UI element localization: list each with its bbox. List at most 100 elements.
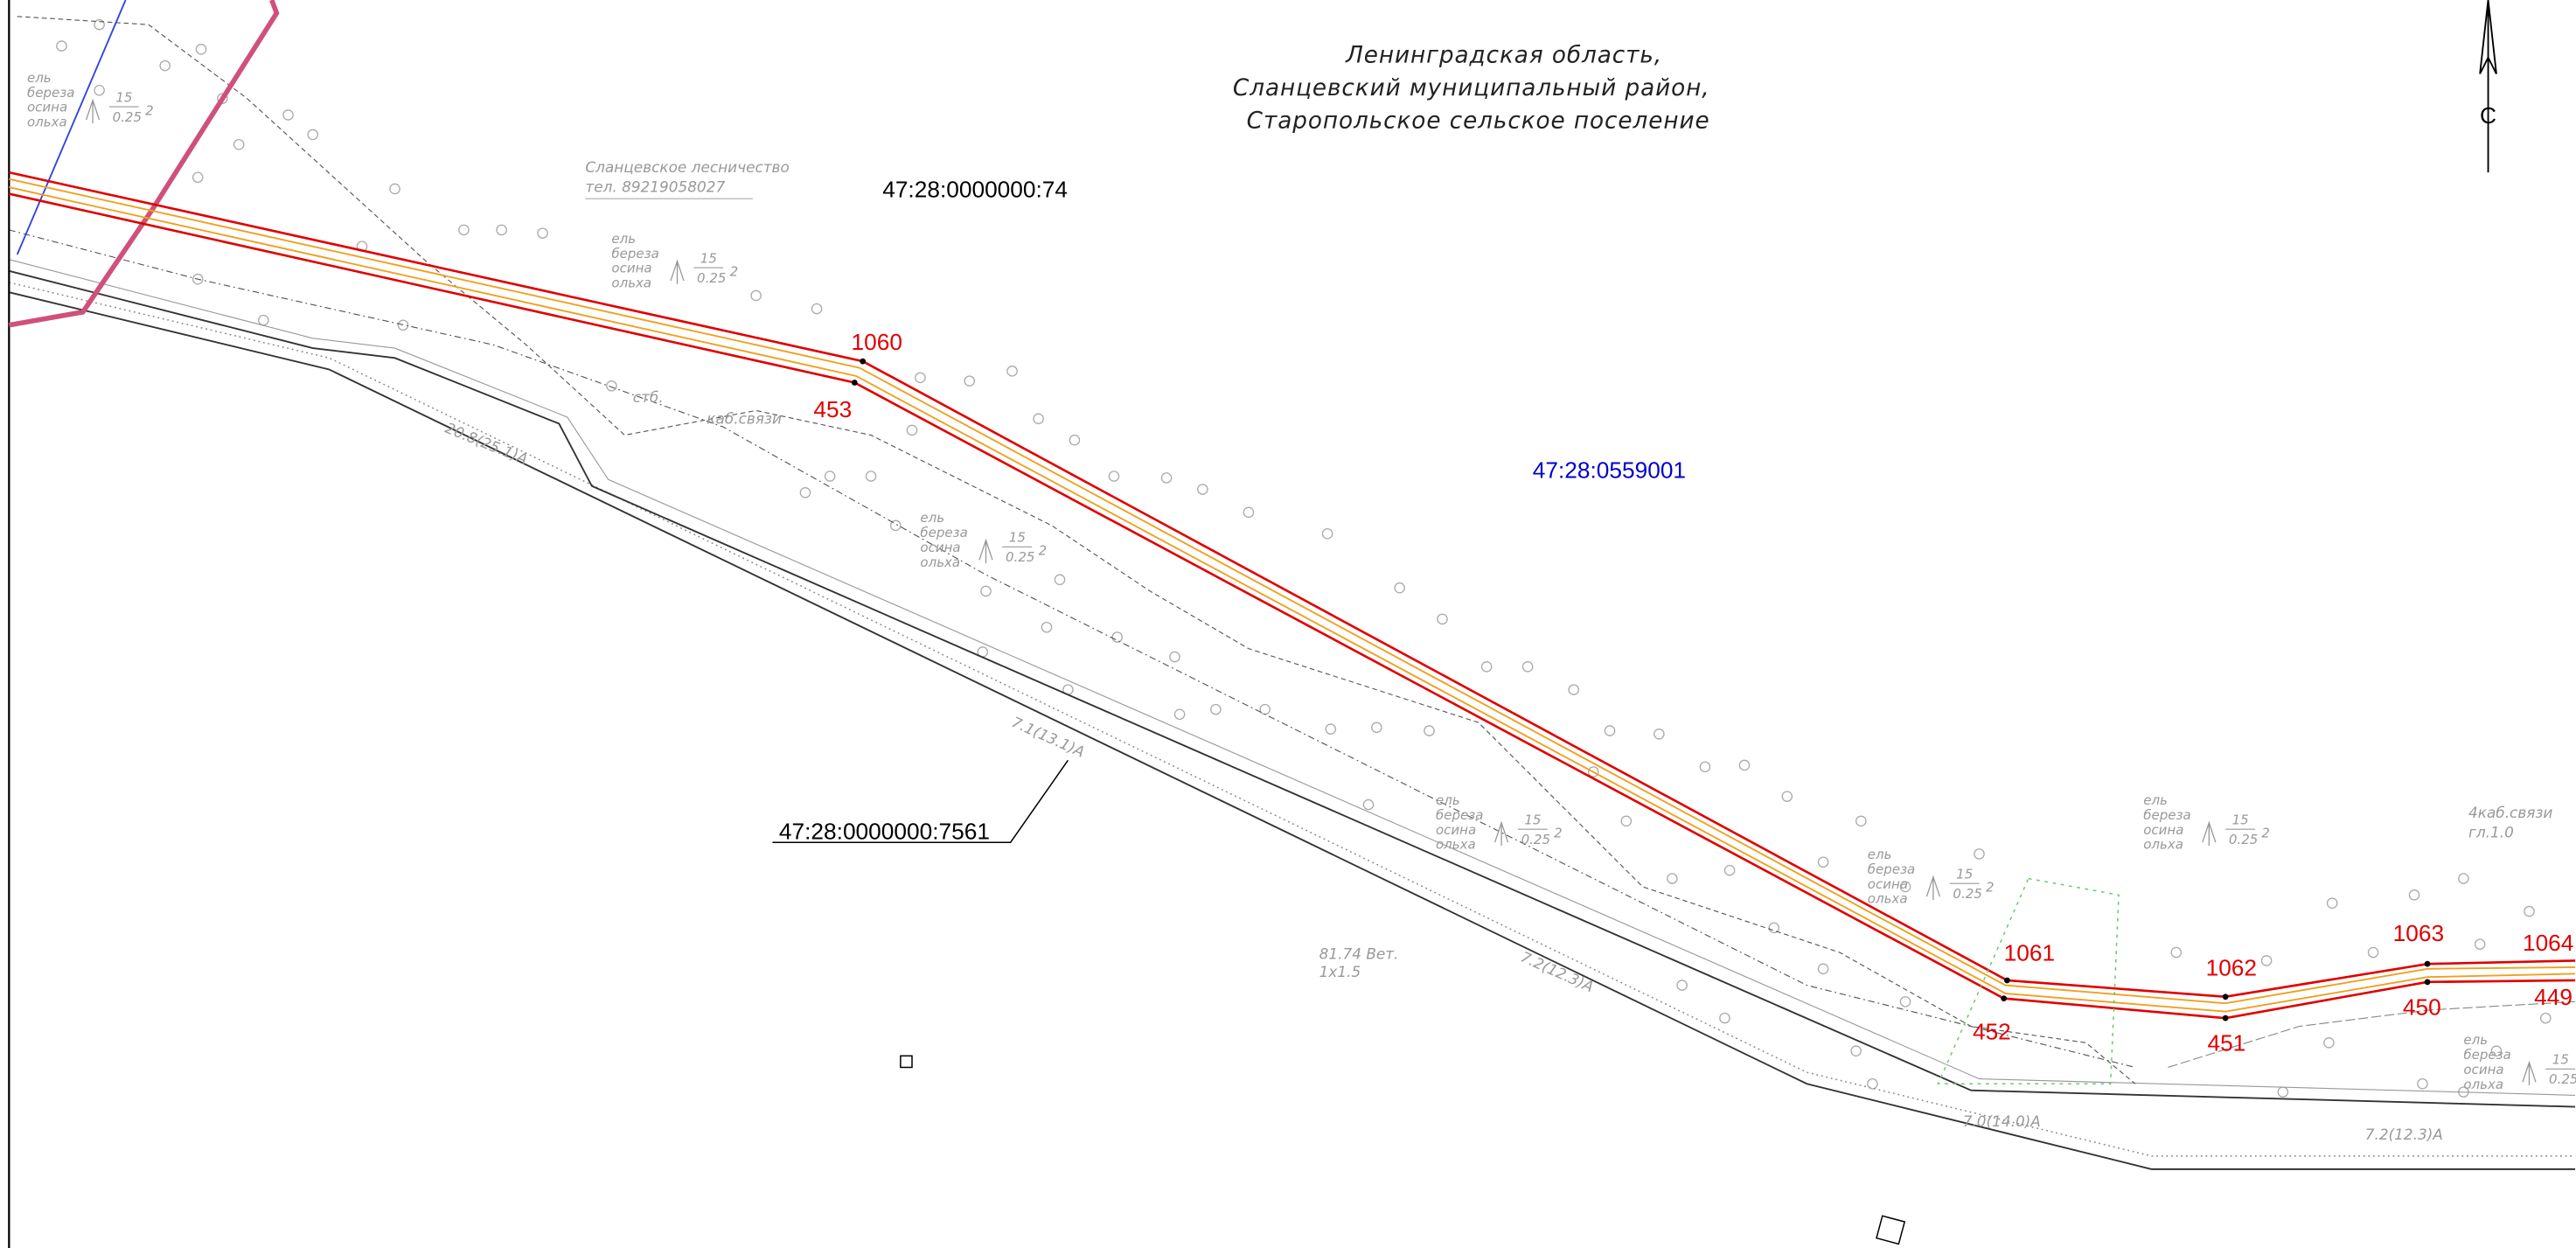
tree-symbol	[2458, 873, 2469, 884]
tree-symbol	[1738, 759, 1751, 771]
tree-symbol	[389, 183, 400, 195]
road-lines	[9, 16, 2576, 1170]
diameter-label: 0.25	[113, 109, 142, 125]
boundary-blue	[16, 0, 127, 255]
tree-symbol	[1974, 848, 1985, 860]
corridor-edge	[9, 171, 2576, 999]
tree-icon	[85, 98, 101, 123]
tree-symbol	[191, 273, 204, 285]
species-label: береза	[2143, 807, 2190, 823]
spacing-label: 2	[145, 102, 154, 118]
spacing-label: 2	[1986, 880, 1995, 896]
tree-symbol	[2170, 946, 2183, 959]
tree-symbol	[2323, 1037, 2335, 1049]
leader-line	[772, 759, 1069, 843]
tree-symbol	[1210, 703, 1222, 715]
vertex	[2001, 995, 2008, 1001]
tree-symbol	[282, 109, 294, 121]
tree-symbol	[2408, 889, 2420, 901]
species-label: береза	[611, 246, 658, 261]
corridor	[9, 171, 2576, 1020]
corridor-axis	[9, 186, 2576, 1013]
annotation: Сланцевское лесничество	[585, 158, 789, 176]
tree-symbol	[1480, 661, 1493, 673]
species-label: ольха	[611, 275, 651, 291]
point-label: 450	[2403, 994, 2441, 1020]
species-label: осина	[920, 540, 960, 555]
tree-symbol	[824, 471, 836, 482]
tree-symbol	[799, 486, 811, 499]
north-arrow-head	[2479, 0, 2497, 74]
tree-symbol	[2367, 946, 2379, 959]
tree-symbol	[1723, 864, 1736, 876]
tree-symbol	[2524, 905, 2535, 917]
diameter-label: 0.25	[1006, 549, 1034, 565]
species-label: осина	[1868, 876, 1908, 892]
tree-symbol	[865, 471, 877, 482]
forest-boundary	[17, 16, 2136, 1084]
height-label: 15	[1956, 867, 1973, 882]
tree-symbol	[811, 303, 823, 315]
road-edge	[9, 291, 2576, 1170]
annotation: 7.2(12.3)А	[2365, 1126, 2443, 1143]
height-label: 15	[700, 250, 717, 266]
species-label: ель	[611, 231, 636, 247]
species-label: береза	[2463, 1047, 2510, 1063]
annotation: 1х1.5	[1319, 963, 1361, 980]
tree-symbol	[1867, 1077, 1878, 1090]
tree-symbol	[1699, 761, 1711, 773]
point-label: 451	[2207, 1030, 2245, 1056]
cable-line	[9, 229, 2135, 1069]
annotation: 7.0(14.0)А	[1963, 1112, 2041, 1130]
spacing-label: 2	[1039, 543, 1048, 559]
tree-symbol	[2326, 897, 2338, 909]
diameter-label: 0.25	[2549, 1071, 2576, 1087]
tree-symbol	[915, 372, 926, 384]
tree-symbol	[1111, 631, 1124, 643]
species-label: ольха	[2463, 1077, 2503, 1092]
quarter-number: 47:28:0559001	[1533, 457, 1686, 483]
road-edge	[9, 259, 2576, 1096]
species-label: ольха	[1436, 837, 1476, 853]
tree-symbol	[889, 519, 902, 532]
tree-symbol	[458, 224, 470, 236]
species-label: ольха	[1868, 891, 1908, 907]
header-line: Старопольское сельское поселение	[1247, 108, 1710, 134]
tree-symbol	[1006, 366, 1018, 377]
tree-symbol	[1197, 484, 1208, 495]
species-label: ольха	[27, 115, 67, 130]
hatched-area	[1937, 877, 2120, 1084]
tree-symbol	[397, 319, 409, 331]
tree-symbol	[1041, 621, 1053, 633]
tree-symbol	[195, 44, 207, 55]
tree-symbol	[1899, 881, 1911, 893]
header-line: Сланцевский муниципальный район,	[1233, 75, 1710, 101]
height-label: 15	[2552, 1052, 2569, 1068]
species-label: ель	[1436, 792, 1460, 808]
vertex	[860, 358, 867, 365]
tree-symbol	[1676, 980, 1688, 991]
vertex	[2222, 994, 2229, 1000]
species-label: осина	[1436, 822, 1476, 838]
tree-symbol	[2490, 1045, 2503, 1056]
tree-symbol	[964, 375, 976, 387]
tree-symbol	[94, 18, 105, 31]
species-label: осина	[2143, 822, 2183, 838]
tree-icon	[2202, 820, 2217, 846]
tree-symbol	[1054, 574, 1066, 586]
species-label: ольха	[920, 554, 960, 570]
tree-symbol	[906, 424, 918, 436]
tree-symbol	[1160, 472, 1173, 484]
tree-symbol	[2260, 955, 2273, 966]
tree-symbol	[233, 138, 245, 150]
tree-symbol	[1437, 613, 1448, 625]
species-label: береза	[920, 525, 967, 540]
tree-symbol	[1108, 471, 1120, 482]
species-label: береза	[1868, 861, 1915, 877]
tree-symbol	[1899, 996, 1911, 1007]
tree-icon	[1925, 875, 1941, 900]
tree-symbol	[1855, 815, 1867, 827]
road-edge	[9, 269, 2576, 1108]
